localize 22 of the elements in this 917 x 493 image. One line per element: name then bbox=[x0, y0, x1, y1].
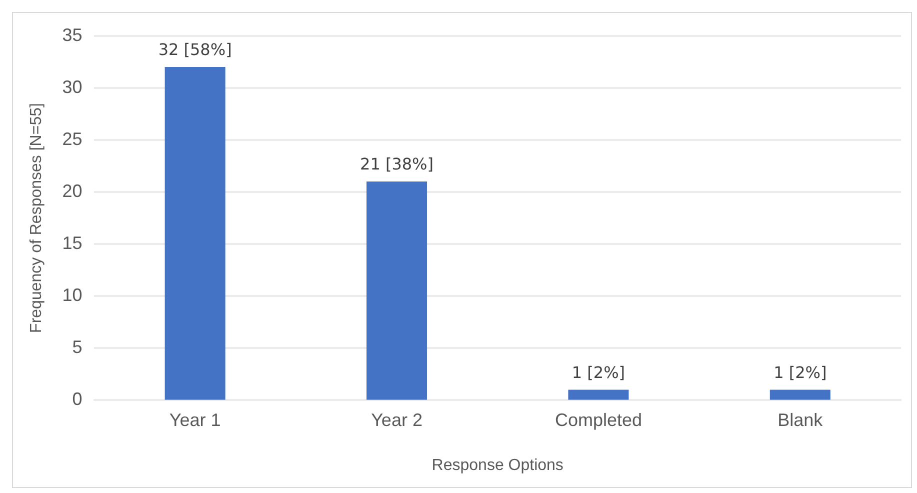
data-label: 32 [58%] bbox=[158, 40, 232, 60]
bar bbox=[568, 390, 629, 400]
y-tick-label: 5 bbox=[72, 337, 82, 358]
x-tick-label: Completed bbox=[554, 410, 642, 430]
x-axis-title: Response Options bbox=[432, 456, 564, 474]
x-tick-label: Year 2 bbox=[371, 410, 422, 430]
data-label: 1 [2%] bbox=[774, 362, 827, 382]
y-axis-title: Frequency of Responses [N=55] bbox=[28, 103, 46, 333]
data-label: 1 [2%] bbox=[572, 362, 626, 382]
bar bbox=[366, 182, 428, 400]
x-tick-label: Year 1 bbox=[169, 410, 221, 430]
x-tick-label: Blank bbox=[778, 410, 824, 430]
bar bbox=[164, 67, 226, 400]
data-label: 21 [38%] bbox=[360, 154, 434, 174]
y-tick-label: 35 bbox=[62, 24, 82, 45]
bar bbox=[770, 390, 830, 400]
y-tick-label: 30 bbox=[62, 76, 82, 97]
y-tick-label: 20 bbox=[62, 180, 82, 201]
y-tick-label: 15 bbox=[62, 232, 82, 253]
y-tick-label: 10 bbox=[62, 285, 82, 306]
y-tick-label: 25 bbox=[62, 128, 82, 149]
y-tick-label: 0 bbox=[72, 389, 82, 410]
